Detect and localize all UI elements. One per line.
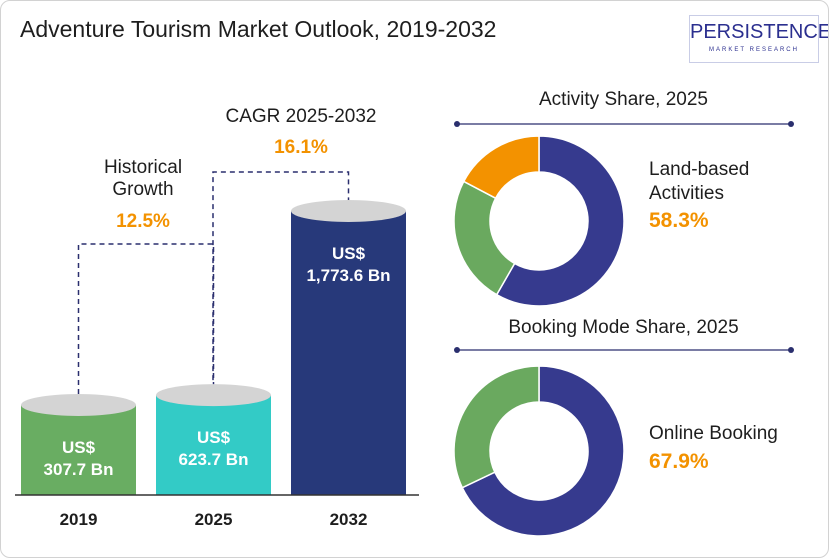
bar-2032 [291,211,406,495]
historical-growth-label: Historical Growth [81,157,205,201]
bar-value-label-2019-line1: US$ [62,438,96,457]
cagr-label: CAGR 2025-2032 [225,106,377,127]
booking-highlight-label: Online Booking [649,423,778,444]
x-tick-label-2025: 2025 [195,510,233,529]
historical-growth-value: 12.5% [116,211,170,232]
booking-slice-1 [453,365,540,489]
bar-2025 [156,395,271,495]
booking-share-title: Booking Mode Share, 2025 [508,317,739,338]
booking-title-rule [454,347,794,353]
historical-growth-label-line2: Growth [112,179,174,200]
historical-growth-bracket [77,243,215,394]
activity-highlight-value: 58.3% [649,209,709,232]
activity-share-title: Activity Share, 2025 [539,89,708,110]
activity-slice-0 [495,135,625,307]
booking-slice-0 [461,365,625,537]
activity-label-line1: Land-based [649,159,750,180]
page-title: Adventure Tourism Market Outlook, 2019-2… [20,16,497,42]
activity-label-line2: Activities [649,183,724,204]
activity-highlight-label: Land-based Activities [649,158,749,206]
bar-value-label-2032-line2: 1,773.6 Bn [306,266,390,285]
booking-highlight-value: 67.9% [649,450,709,473]
x-tick-label-2019: 2019 [60,510,98,529]
booking-share-donut [453,365,625,537]
bar-top-2019 [21,394,136,416]
bar-value-label-2019-line2: 307.7 Bn [44,460,114,479]
bar-value-label-2025-line2: 623.7 Bn [179,450,249,469]
activity-slice-1 [453,180,516,296]
x-tick-label-2032: 2032 [330,510,368,529]
logo-wordmark: PERSISTENCE [690,21,829,43]
activity-share-donut [453,135,625,307]
brand-logo: PERSISTENCE MARKET RESEARCH [689,15,829,63]
bar-top-2032 [291,200,406,222]
activity-title-rule [454,121,794,127]
bar-value-label-2025-line1: US$ [197,428,231,447]
activity-slice-2 [462,135,540,200]
bar-value-label-2032-line1: US$ [332,244,366,263]
bar-2019 [21,405,136,495]
historical-growth-label-line1: Historical [103,157,183,178]
bar-top-2025 [156,384,271,407]
logo-subtitle: MARKET RESEARCH [709,47,799,53]
cagr-value: 16.1% [274,137,328,158]
